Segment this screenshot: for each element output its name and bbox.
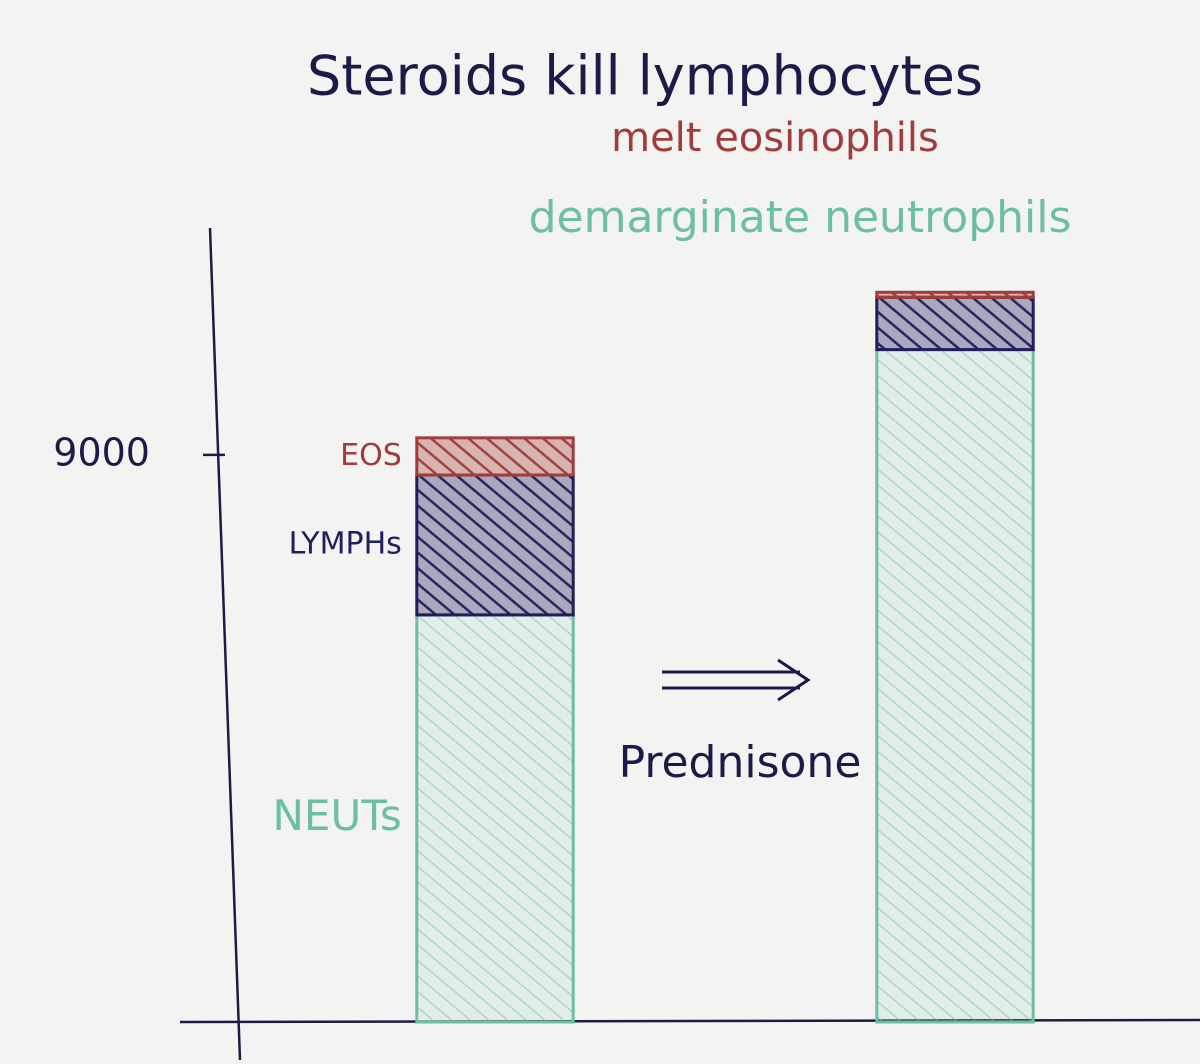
annotation: Prednisone <box>619 737 862 788</box>
legend-label: LYMPHs <box>289 526 402 561</box>
annotation: demarginate neutrophils <box>529 192 1072 243</box>
bar-segment <box>875 348 1035 1024</box>
chart-title: Steroids kill lymphocytes <box>307 45 983 108</box>
y-tick-label: 9000 <box>53 430 150 474</box>
bar-segment <box>415 473 575 617</box>
legend-label: NEUTs <box>273 791 402 840</box>
bar-segment <box>415 436 575 477</box>
legend-label: EOS <box>340 438 402 473</box>
bar-segment <box>415 613 575 1024</box>
arrow <box>662 658 811 702</box>
bar-segment <box>875 295 1035 352</box>
y-axis <box>208 227 242 1061</box>
bar-segment <box>875 290 1035 299</box>
annotation: melt eosinophils <box>611 115 939 161</box>
